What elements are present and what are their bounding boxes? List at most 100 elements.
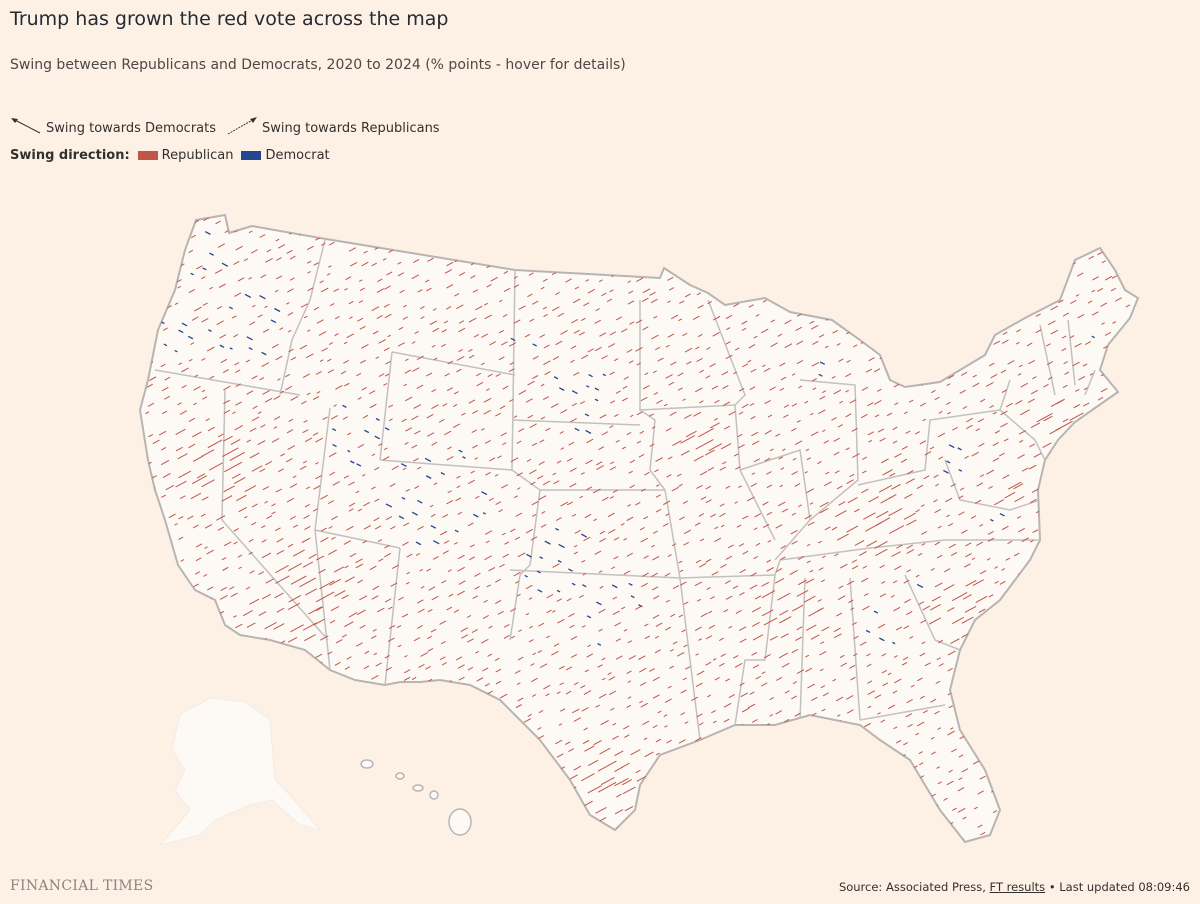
republican-swing-arrow[interactable]: [570, 345, 577, 350]
republican-swing-arrow[interactable]: [1104, 550, 1112, 556]
republican-swing-arrow[interactable]: [1132, 740, 1138, 745]
republican-swing-arrow[interactable]: [235, 245, 243, 251]
republican-swing-arrow[interactable]: [474, 457, 478, 460]
republican-swing-arrow[interactable]: [579, 495, 584, 499]
republican-swing-arrow[interactable]: [947, 374, 955, 380]
republican-swing-arrow[interactable]: [431, 404, 439, 410]
republican-swing-arrow[interactable]: [718, 753, 727, 759]
republican-swing-arrow[interactable]: [613, 832, 621, 837]
republican-swing-arrow[interactable]: [655, 484, 660, 487]
republican-swing-arrow[interactable]: [499, 299, 503, 303]
republican-swing-arrow[interactable]: [532, 355, 539, 360]
republican-swing-arrow[interactable]: [1043, 415, 1053, 422]
republican-swing-arrow[interactable]: [993, 499, 1005, 506]
republican-swing-arrow[interactable]: [319, 794, 324, 798]
republican-swing-arrow[interactable]: [484, 838, 491, 842]
republican-swing-arrow[interactable]: [224, 461, 243, 473]
republican-swing-arrow[interactable]: [588, 840, 594, 842]
republican-swing-arrow[interactable]: [599, 537, 606, 543]
republican-swing-arrow[interactable]: [458, 348, 463, 353]
republican-swing-arrow[interactable]: [510, 608, 516, 612]
republican-swing-arrow[interactable]: [286, 302, 290, 305]
republican-swing-arrow[interactable]: [441, 329, 447, 333]
republican-swing-arrow[interactable]: [735, 609, 742, 614]
republican-swing-arrow[interactable]: [489, 341, 496, 346]
republican-swing-arrow[interactable]: [699, 765, 705, 769]
republican-swing-arrow[interactable]: [835, 696, 844, 702]
republican-swing-arrow[interactable]: [537, 475, 544, 480]
republican-swing-arrow[interactable]: [180, 676, 189, 681]
republican-swing-arrow[interactable]: [350, 235, 357, 240]
republican-swing-arrow[interactable]: [1071, 804, 1076, 808]
republican-swing-arrow[interactable]: [303, 419, 308, 423]
republican-swing-arrow[interactable]: [917, 677, 923, 682]
republican-swing-arrow[interactable]: [418, 832, 425, 837]
republican-swing-arrow[interactable]: [528, 237, 534, 241]
republican-swing-arrow[interactable]: [794, 796, 802, 801]
republican-swing-arrow[interactable]: [1084, 501, 1090, 506]
republican-swing-arrow[interactable]: [734, 662, 743, 668]
republican-swing-arrow[interactable]: [1099, 704, 1106, 709]
republican-swing-arrow[interactable]: [684, 721, 689, 724]
republican-swing-arrow[interactable]: [277, 244, 286, 249]
republican-swing-arrow[interactable]: [653, 832, 661, 837]
republican-swing-arrow[interactable]: [610, 461, 615, 465]
republican-swing-arrow[interactable]: [636, 440, 642, 444]
republican-swing-arrow[interactable]: [306, 260, 312, 264]
republican-swing-arrow[interactable]: [783, 777, 792, 782]
republican-swing-arrow[interactable]: [529, 318, 535, 322]
republican-swing-arrow[interactable]: [426, 287, 432, 292]
republican-swing-arrow[interactable]: [231, 473, 241, 479]
republican-swing-arrow[interactable]: [1002, 263, 1010, 268]
republican-swing-arrow[interactable]: [721, 371, 729, 376]
republican-swing-arrow[interactable]: [831, 417, 837, 421]
republican-swing-arrow[interactable]: [719, 835, 726, 840]
republican-swing-arrow[interactable]: [733, 655, 739, 659]
republican-swing-arrow[interactable]: [252, 304, 256, 308]
republican-swing-arrow[interactable]: [502, 553, 510, 558]
republican-swing-arrow[interactable]: [648, 413, 655, 417]
republican-swing-arrow[interactable]: [455, 497, 462, 502]
democrat-swing-arrow[interactable]: [597, 643, 602, 646]
republican-swing-arrow[interactable]: [609, 371, 615, 376]
republican-swing-arrow[interactable]: [271, 819, 277, 824]
republican-swing-arrow[interactable]: [474, 572, 481, 577]
republican-swing-arrow[interactable]: [1114, 780, 1121, 785]
republican-swing-arrow[interactable]: [979, 570, 987, 575]
republican-swing-arrow[interactable]: [820, 579, 825, 583]
republican-swing-arrow[interactable]: [328, 549, 337, 556]
republican-swing-arrow[interactable]: [853, 508, 860, 513]
republican-swing-arrow[interactable]: [612, 735, 619, 740]
republican-swing-arrow[interactable]: [455, 746, 463, 752]
republican-swing-arrow[interactable]: [377, 278, 383, 283]
republican-swing-arrow[interactable]: [822, 692, 829, 697]
republican-swing-arrow[interactable]: [1059, 214, 1066, 219]
republican-swing-arrow[interactable]: [416, 599, 424, 604]
republican-swing-arrow[interactable]: [823, 751, 830, 756]
republican-swing-arrow[interactable]: [712, 720, 717, 724]
republican-swing-arrow[interactable]: [965, 552, 972, 558]
republican-swing-arrow[interactable]: [192, 431, 202, 438]
republican-swing-arrow[interactable]: [217, 433, 224, 438]
republican-swing-arrow[interactable]: [672, 641, 678, 645]
republican-swing-arrow[interactable]: [308, 553, 317, 559]
republican-swing-arrow[interactable]: [354, 686, 359, 690]
republican-swing-arrow[interactable]: [860, 244, 867, 248]
republican-swing-arrow[interactable]: [316, 390, 321, 394]
republican-swing-arrow[interactable]: [458, 320, 465, 324]
republican-swing-arrow[interactable]: [403, 522, 410, 527]
republican-swing-arrow[interactable]: [965, 312, 974, 317]
republican-swing-arrow[interactable]: [966, 424, 973, 430]
republican-swing-arrow[interactable]: [210, 837, 217, 842]
republican-swing-arrow[interactable]: [446, 261, 454, 267]
republican-swing-arrow[interactable]: [190, 492, 202, 500]
republican-swing-arrow[interactable]: [834, 553, 839, 557]
republican-swing-arrow[interactable]: [1112, 733, 1119, 738]
republican-swing-arrow[interactable]: [328, 241, 335, 246]
republican-swing-arrow[interactable]: [1063, 625, 1069, 629]
republican-swing-arrow[interactable]: [1000, 422, 1008, 428]
republican-swing-arrow[interactable]: [839, 400, 844, 404]
republican-swing-arrow[interactable]: [1102, 697, 1108, 701]
republican-swing-arrow[interactable]: [230, 439, 241, 446]
republican-swing-arrow[interactable]: [698, 638, 702, 641]
